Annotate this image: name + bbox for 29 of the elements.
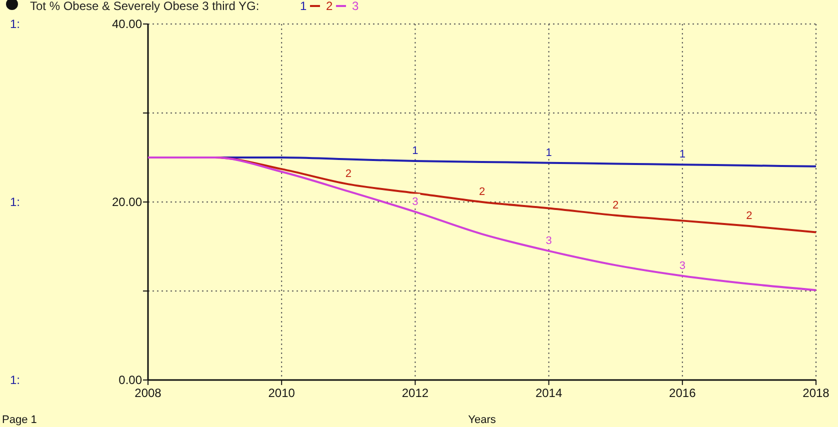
y-tick-label: 40.00: [112, 17, 142, 31]
text: 1: [300, 0, 307, 13]
x-tick-label: 2010: [268, 386, 296, 400]
text: Page 1: [2, 414, 37, 426]
text: 3: [412, 196, 418, 208]
text: 1: [679, 148, 686, 161]
text: 1:: [10, 17, 20, 31]
series-label: 1: [412, 145, 418, 158]
x-tick-label: 2008: [134, 386, 162, 400]
text: 2: [345, 168, 352, 180]
x-axis-title: Years: [468, 414, 496, 426]
y-tick-label: 0.00: [118, 373, 142, 387]
x-tick-label: 2014: [535, 386, 562, 400]
legend-label: 3: [352, 0, 359, 13]
text: 1: [546, 146, 552, 159]
text: 1:: [10, 195, 20, 209]
x-tick-label: 2018: [802, 386, 830, 400]
legend-label: 2: [326, 0, 333, 13]
text: 2: [746, 210, 752, 222]
text: 3: [679, 260, 686, 272]
text: 1:: [10, 373, 20, 387]
x-tick-label: 2012: [402, 386, 429, 400]
text: 2: [612, 199, 619, 212]
text: 3: [546, 234, 552, 247]
y-tick-label: 20.00: [112, 195, 142, 209]
line-series: [147, 156, 817, 292]
x-tick-label: 2016: [669, 386, 696, 400]
text: 2: [478, 186, 486, 198]
chart-title: Tot % Obese & Severely Obese 3 third YG:: [30, 0, 260, 13]
